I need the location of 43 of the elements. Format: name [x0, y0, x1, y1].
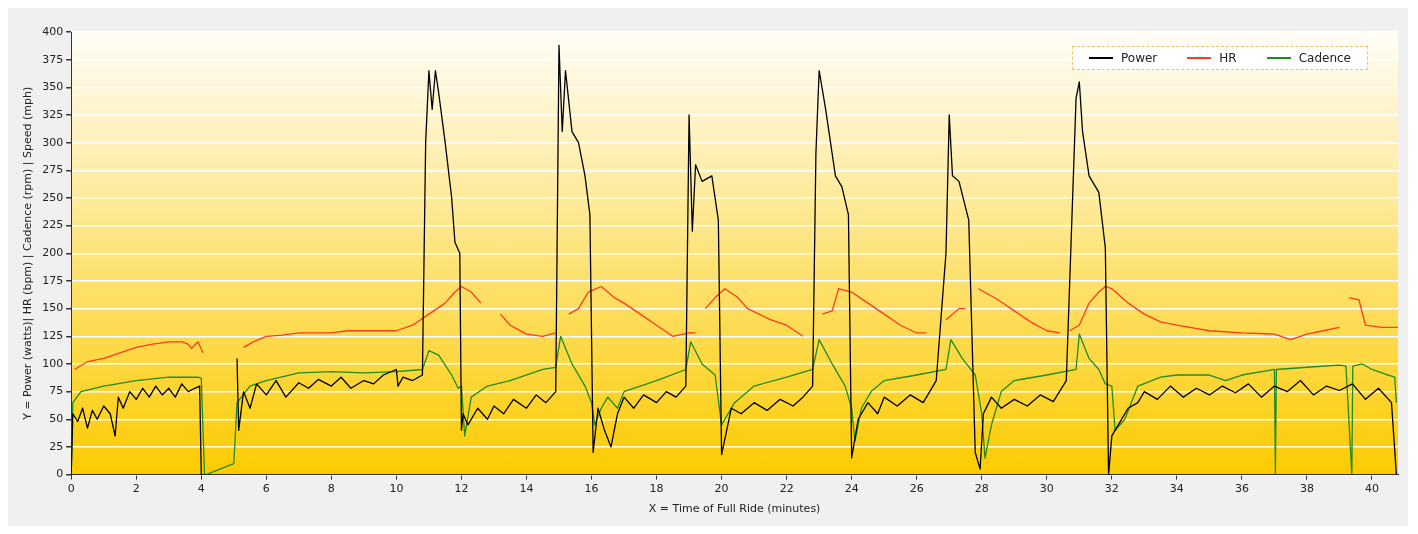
- y-tick-label: 150: [42, 301, 64, 315]
- x-tick-label: 24: [844, 482, 859, 496]
- x-tick-label: 30: [1039, 482, 1054, 496]
- x-tick-label: 20: [714, 482, 729, 496]
- x-axis-title: X = Time of Full Ride (minutes): [648, 502, 821, 516]
- y-tick-label: 25: [49, 439, 64, 453]
- legend-label: Power: [1121, 51, 1158, 65]
- x-tick-label: 14: [519, 482, 534, 496]
- x-tick-label: 34: [1169, 482, 1184, 496]
- x-tick-label: 16: [584, 482, 599, 496]
- y-tick-label: 200: [42, 246, 64, 260]
- y-tick-label: 250: [42, 190, 64, 204]
- x-tick-label: 10: [389, 482, 404, 496]
- y-tick-label: 400: [42, 24, 64, 38]
- y-tick-label: 50: [49, 412, 64, 426]
- y-tick-label: 225: [42, 218, 64, 232]
- y-tick-label: 275: [42, 163, 64, 177]
- x-tick-label: 26: [909, 482, 924, 496]
- x-tick-label: 12: [454, 482, 469, 496]
- y-tick-label: 175: [42, 273, 64, 287]
- y-tick-label: 350: [42, 80, 64, 94]
- x-tick-label: 8: [327, 482, 335, 496]
- y-tick-label: 125: [42, 329, 64, 343]
- x-tick-label: 40: [1364, 482, 1379, 496]
- y-tick-label: 75: [49, 384, 64, 398]
- x-tick-label: 6: [262, 482, 270, 496]
- y-tick-label: 325: [42, 107, 64, 121]
- x-tick-label: 0: [67, 482, 75, 496]
- y-tick-label: 100: [42, 356, 64, 370]
- x-tick-label: 18: [649, 482, 664, 496]
- y-axis-title: Y = Power (watts)| HR (bpm) | Cadence (rpm) | Speed (mph): [21, 86, 35, 421]
- legend-label: HR: [1219, 51, 1237, 65]
- y-tick-label: 300: [42, 135, 64, 149]
- x-tick-label: 36: [1234, 482, 1249, 496]
- x-tick-label: 38: [1299, 482, 1314, 496]
- y-tick-label: 0: [56, 467, 64, 481]
- x-tick-label: 4: [197, 482, 205, 496]
- y-tick-label: 375: [42, 52, 64, 66]
- x-tick-label: 32: [1104, 482, 1119, 496]
- x-tick-label: 2: [132, 482, 140, 496]
- x-tick-label: 22: [779, 482, 794, 496]
- x-tick-label: 28: [974, 482, 989, 496]
- legend-label: Cadence: [1298, 51, 1351, 65]
